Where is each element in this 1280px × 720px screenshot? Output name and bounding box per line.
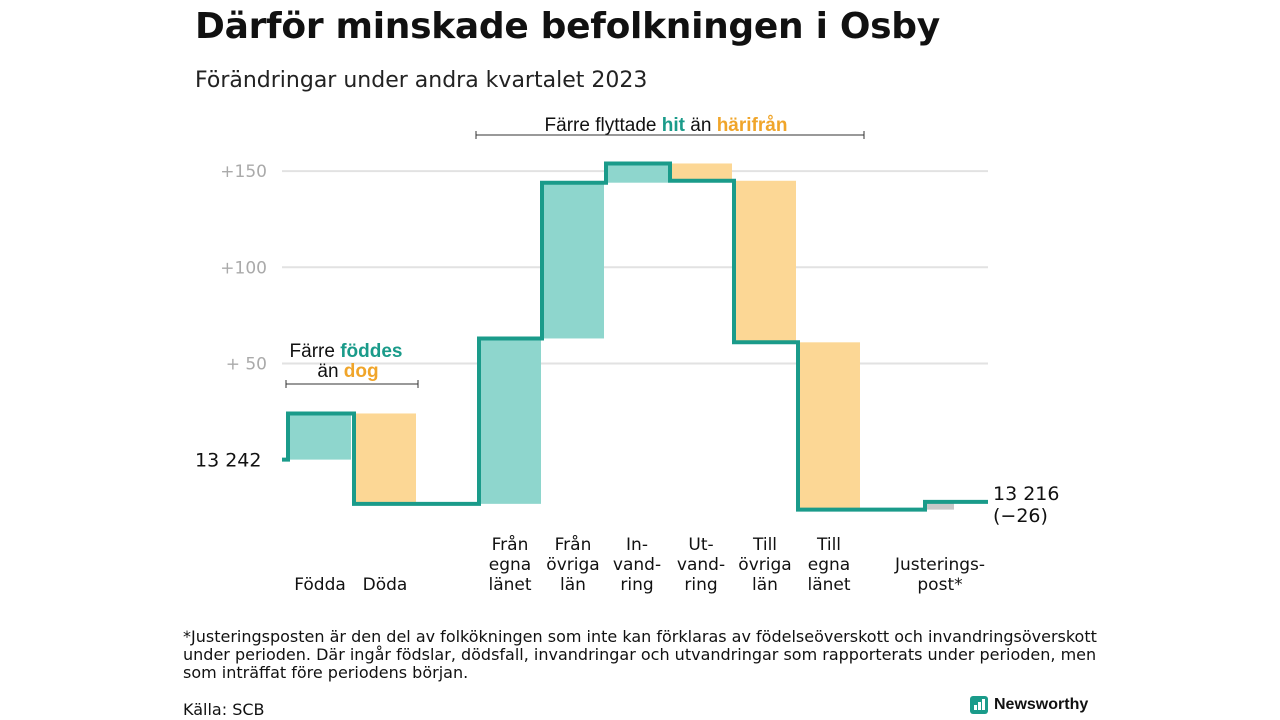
category-label: In-vand-ring (613, 535, 661, 595)
waterfall-bar (542, 182, 604, 339)
waterfall-bar (606, 163, 668, 183)
y-tick-label: +100 (220, 258, 267, 278)
brand-name: Newsworthy (994, 696, 1089, 713)
waterfall-bar (734, 180, 796, 343)
waterfall-bar (798, 342, 860, 510)
brand-logo: Newsworthy (970, 696, 1088, 714)
chart-title: Därför minskade befolkningen i Osby (195, 6, 940, 47)
source-note: Källa: SCB (183, 700, 265, 719)
category-label: Till övriga län (738, 535, 791, 595)
annotation-migration: Färre flyttade hit än härifrån (545, 115, 788, 136)
waterfall-bar (479, 338, 541, 504)
annotation-bracket-births (285, 380, 419, 388)
waterfall-bar (926, 501, 954, 510)
annotation-births-line2: än dog (317, 361, 378, 382)
y-tick-label: +150 (220, 162, 267, 182)
category-label: Från egna länet (488, 534, 531, 595)
start-value-label: 13 242 (195, 450, 261, 472)
category-label: Till egna länet (807, 535, 850, 595)
waterfall-bar (289, 413, 351, 460)
y-tick-label: + 50 (226, 354, 267, 374)
category-label: Döda (363, 575, 408, 595)
end-change-label: (−26) (993, 505, 1048, 527)
category-label: Från övriga län (546, 534, 599, 595)
category-label: Ut-vand-ring (677, 535, 725, 595)
annotation-births-line1: Färre föddes (290, 341, 403, 362)
population-step-line (282, 161, 988, 512)
waterfall-bar (670, 163, 732, 181)
category-label: Justerings-post* (894, 555, 985, 595)
end-value-label: 13 216 (993, 483, 1059, 505)
category-label: Födda (294, 575, 346, 595)
newsworthy-logo-icon (970, 696, 988, 714)
footnote: *Justeringsposten är den del av folkökni… (183, 627, 1097, 682)
annotation-bracket-migration (475, 131, 865, 139)
chart-subtitle: Förändringar under andra kvartalet 2023 (195, 68, 648, 93)
waterfall-bar (354, 413, 416, 504)
